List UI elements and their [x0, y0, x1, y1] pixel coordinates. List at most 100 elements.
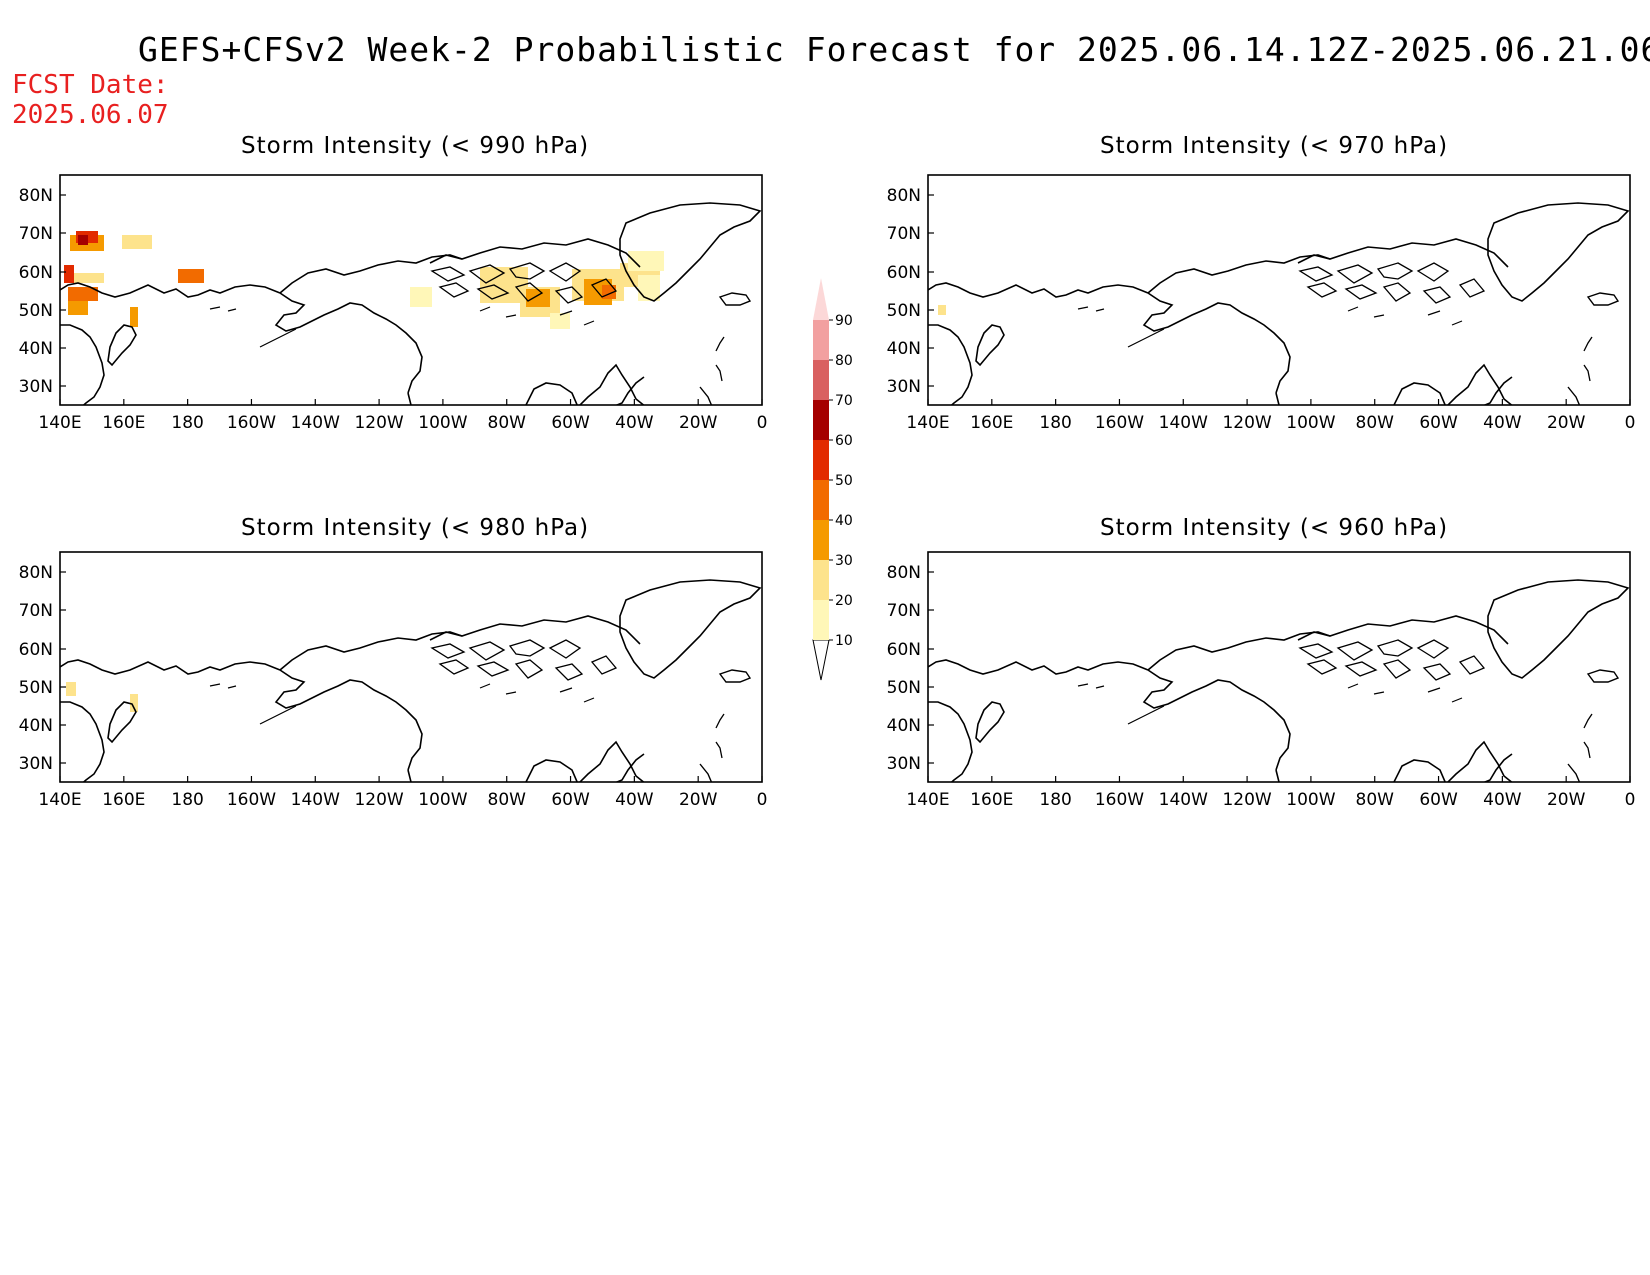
probability-cell [526, 289, 550, 307]
map-panel-970: 140E 160E 180 160W 140W 120W 100W 80W 60W 40W 20W 0… [887, 174, 1636, 433]
colorbar-swatch [813, 400, 829, 440]
colorbar: 10 20 30 40 50 60 70 80 90 [812, 278, 853, 681]
forecast-date-value: 2025.06.07 [12, 100, 169, 130]
lat-tick-label: 40N [887, 716, 921, 736]
lon-tick-label: 140W [1159, 790, 1208, 810]
lon-tick-label: 160W [227, 413, 276, 433]
colorbar-label: 70 [835, 393, 853, 409]
probability-cell [938, 305, 946, 315]
lon-tick-label: 20W [1547, 413, 1586, 433]
lon-tick-label: 180 [1039, 413, 1071, 433]
probability-cell [64, 265, 74, 283]
colorbar-tail-bottom [812, 639, 830, 681]
colorbar-label: 90 [835, 313, 853, 329]
lon-tick-label: 60W [1419, 790, 1458, 810]
coastline-970 [928, 202, 1629, 405]
lat-tick-label: 30N [887, 754, 921, 774]
lat-tick-label: 40N [887, 339, 921, 359]
lat-tick-label: 30N [887, 377, 921, 397]
colorbar-swatch [813, 278, 829, 320]
colorbar-label: 60 [835, 433, 853, 449]
colorbar-label: 50 [835, 473, 853, 489]
lon-tick-label: 40W [1483, 790, 1522, 810]
map-panel-960: 140E 160E 180 160W 140W 120W 100W 80W 60W 40W 20W 0… [887, 551, 1636, 810]
map-frame [59, 174, 763, 406]
lon-tick-label: 180 [1039, 790, 1071, 810]
lat-tick-label: 80N [19, 186, 53, 206]
colorbar-swatch [813, 560, 829, 600]
lon-tick-label: 20W [679, 790, 718, 810]
lat-tick-label: 50N [19, 301, 53, 321]
lat-tick-label: 30N [19, 754, 53, 774]
colorbar-label: 30 [835, 553, 853, 569]
lat-tick-label: 70N [19, 601, 53, 621]
main-title: GEFS+CFSv2 Week-2 Probabilistic Forecast… [138, 30, 1650, 69]
forecast-date-label: FCST Date: [12, 70, 169, 100]
lat-tick-label: 60N [19, 640, 53, 660]
probability-cell [130, 694, 138, 712]
lon-tick-label: 0 [757, 790, 768, 810]
lon-tick-label: 140E [38, 413, 81, 433]
lon-tick-label: 80W [1356, 413, 1395, 433]
lat-tick-label: 70N [19, 224, 53, 244]
lon-tick-label: 160E [970, 413, 1013, 433]
lat-tick-label: 80N [19, 563, 53, 583]
probability-cell [638, 275, 660, 301]
lat-tick-label: 60N [887, 263, 921, 283]
map-panel-990: 140E 160E 180 160W 140W 120W 100W 80W 60W 40W 20W 0… [19, 174, 768, 433]
lon-tick-label: 20W [1547, 790, 1586, 810]
probability-cell [78, 235, 88, 245]
colorbar-label: 10 [835, 633, 853, 649]
lon-tick-label: 140W [291, 413, 340, 433]
panel-title-990: Storm Intensity (< 990 hPa) [241, 133, 590, 159]
lon-tick-label: 180 [171, 790, 203, 810]
lon-tick-label: 160W [227, 790, 276, 810]
lon-tick-label: 0 [1625, 790, 1636, 810]
lon-tick-label: 120W [1222, 790, 1271, 810]
lon-tick-label: 120W [354, 790, 403, 810]
probability-cell [410, 287, 432, 307]
lat-tick-label: 80N [887, 186, 921, 206]
lon-tick-label: 80W [488, 413, 527, 433]
lon-tick-label: 100W [418, 413, 467, 433]
lon-tick-label: 180 [171, 413, 203, 433]
probability-cell [68, 301, 88, 315]
lon-tick-label: 140E [906, 413, 949, 433]
coastline-960 [928, 579, 1629, 782]
lon-tick-label: 140E [38, 790, 81, 810]
lon-tick-label: 20W [679, 413, 718, 433]
colorbar-swatch [813, 320, 829, 360]
colorbar-label: 40 [835, 513, 853, 529]
lat-tick-label: 50N [887, 678, 921, 698]
colorbar-swatch [813, 520, 829, 560]
colorbar-swatch [813, 360, 829, 400]
map-frame [927, 551, 1631, 783]
lon-tick-label: 0 [1625, 413, 1636, 433]
panel-title-960: Storm Intensity (< 960 hPa) [1100, 515, 1449, 541]
lon-tick-label: 160E [970, 790, 1013, 810]
panel-title-970: Storm Intensity (< 970 hPa) [1100, 133, 1449, 159]
colorbar-label: 20 [835, 593, 853, 609]
lon-tick-label: 160W [1095, 413, 1144, 433]
probability-cell [66, 682, 76, 696]
probability-field-970 [938, 305, 946, 315]
lat-tick-label: 50N [887, 301, 921, 321]
lon-tick-label: 160E [102, 413, 145, 433]
lon-tick-label: 160E [102, 790, 145, 810]
forecast-date-block: FCST Date: 2025.06.07 [12, 70, 169, 130]
lon-tick-label: 140E [906, 790, 949, 810]
panel-title-980: Storm Intensity (< 980 hPa) [241, 515, 590, 541]
lon-tick-label: 100W [418, 790, 467, 810]
probability-cell [550, 313, 570, 329]
lat-tick-label: 50N [19, 678, 53, 698]
lon-tick-label: 40W [615, 790, 654, 810]
lon-tick-label: 40W [1483, 413, 1522, 433]
probability-cell [628, 251, 664, 271]
colorbar-label: 80 [835, 353, 853, 369]
colorbar-swatch [813, 480, 829, 520]
lon-tick-label: 0 [757, 413, 768, 433]
lat-tick-label: 40N [19, 716, 53, 736]
lon-tick-label: 60W [551, 790, 590, 810]
lat-tick-label: 60N [887, 640, 921, 660]
